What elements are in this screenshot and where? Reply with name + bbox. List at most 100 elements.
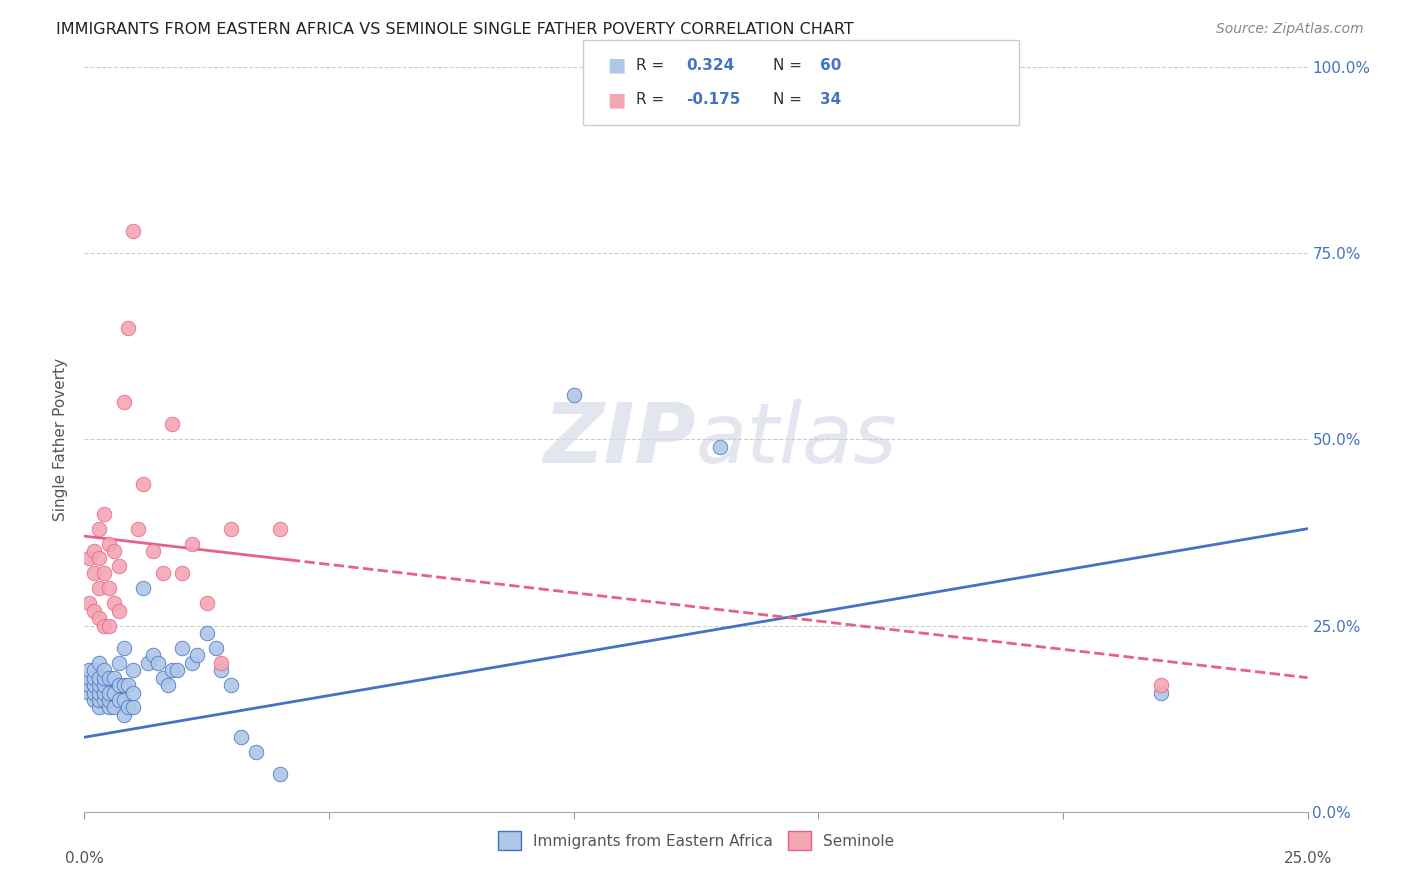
Point — [112, 693, 135, 707]
Point — [709, 440, 731, 454]
Point — [172, 640, 194, 655]
Point — [77, 663, 100, 677]
Point — [87, 582, 110, 596]
Point — [122, 700, 145, 714]
Point — [205, 640, 228, 655]
Text: 0.0%: 0.0% — [65, 851, 104, 865]
Text: atlas: atlas — [696, 399, 897, 480]
Point — [83, 566, 105, 581]
Text: 34: 34 — [820, 93, 841, 107]
Point — [93, 693, 115, 707]
Point — [112, 395, 135, 409]
Point — [87, 656, 110, 670]
Point — [142, 544, 165, 558]
Point — [132, 477, 155, 491]
Point — [107, 558, 129, 573]
Point — [152, 566, 174, 581]
Point — [1150, 678, 1173, 692]
Point — [83, 544, 105, 558]
Point — [97, 671, 120, 685]
Point — [77, 551, 100, 566]
Point — [209, 663, 232, 677]
Point — [195, 626, 218, 640]
Point — [107, 678, 129, 692]
Point — [103, 700, 125, 714]
Point — [162, 417, 184, 432]
Point — [97, 618, 120, 632]
Point — [93, 663, 115, 677]
Y-axis label: Single Father Poverty: Single Father Poverty — [53, 358, 69, 521]
Text: ■: ■ — [607, 55, 626, 75]
Point — [1150, 685, 1173, 699]
Point — [83, 671, 105, 685]
Point — [117, 678, 139, 692]
Point — [107, 656, 129, 670]
Point — [209, 656, 232, 670]
Point — [245, 745, 267, 759]
Point — [87, 551, 110, 566]
Point — [77, 685, 100, 699]
Point — [181, 656, 204, 670]
Point — [93, 618, 115, 632]
Point — [162, 663, 184, 677]
Point — [103, 671, 125, 685]
Text: 25.0%: 25.0% — [1284, 851, 1331, 865]
Point — [97, 693, 120, 707]
Text: N =: N = — [773, 58, 807, 72]
Point — [103, 544, 125, 558]
Point — [152, 671, 174, 685]
Point — [87, 685, 110, 699]
Point — [103, 596, 125, 610]
Text: ZIP: ZIP — [543, 399, 696, 480]
Point — [87, 693, 110, 707]
Point — [269, 767, 291, 781]
Point — [112, 640, 135, 655]
Point — [112, 707, 135, 722]
Point — [93, 685, 115, 699]
Point — [181, 536, 204, 550]
Point — [172, 566, 194, 581]
Point — [142, 648, 165, 663]
Point — [97, 685, 120, 699]
Point — [269, 522, 291, 536]
Point — [229, 730, 252, 744]
Point — [83, 663, 105, 677]
Text: Source: ZipAtlas.com: Source: ZipAtlas.com — [1216, 22, 1364, 37]
Point — [83, 685, 105, 699]
Point — [136, 656, 159, 670]
Text: R =: R = — [636, 58, 669, 72]
Text: 0.324: 0.324 — [686, 58, 734, 72]
Point — [107, 604, 129, 618]
Text: 60: 60 — [820, 58, 841, 72]
Point — [93, 671, 115, 685]
Text: -0.175: -0.175 — [686, 93, 741, 107]
Point — [219, 678, 242, 692]
Point — [97, 536, 120, 550]
Point — [77, 596, 100, 610]
Point — [195, 596, 218, 610]
Point — [87, 671, 110, 685]
Point — [77, 671, 100, 685]
Point — [87, 611, 110, 625]
Point — [87, 700, 110, 714]
Text: ■: ■ — [607, 90, 626, 110]
Point — [87, 678, 110, 692]
Point — [83, 693, 105, 707]
Point — [122, 663, 145, 677]
Point — [127, 522, 149, 536]
Point — [112, 678, 135, 692]
Point — [146, 656, 169, 670]
Point — [132, 582, 155, 596]
Point — [122, 224, 145, 238]
Point — [83, 604, 105, 618]
Point — [166, 663, 188, 677]
Legend: Immigrants from Eastern Africa, Seminole: Immigrants from Eastern Africa, Seminole — [492, 825, 900, 856]
Point — [93, 678, 115, 692]
Text: N =: N = — [773, 93, 807, 107]
Point — [186, 648, 208, 663]
Point — [117, 320, 139, 334]
Point — [97, 582, 120, 596]
Point — [107, 693, 129, 707]
Point — [87, 522, 110, 536]
Point — [93, 507, 115, 521]
